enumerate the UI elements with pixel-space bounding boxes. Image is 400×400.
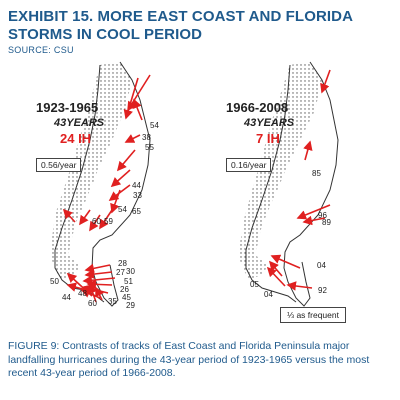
year-label: 30 [126,267,135,276]
figure-caption: FIGURE 9: Contrasts of tracks of East Co… [8,340,370,379]
right-coast-map [238,61,339,307]
track [116,149,136,172]
right-storm-tracks [266,69,331,291]
exhibit-title: EXHIBIT 15. MORE EAST COAST AND FLORIDA … [8,8,353,43]
year-label: 44 [62,293,71,302]
year-label: 38 [142,133,151,142]
year-label: 05 [250,280,259,289]
year-label: 45 [122,293,131,302]
year-label: 04 [264,290,273,299]
left-storm-tracks [62,74,151,303]
frequency-note-box: ⅓ as frequent [280,307,346,323]
year-label: 89 [322,218,331,227]
left-period-label: 1923-1965 [36,100,99,115]
track [266,266,286,287]
track [320,69,331,94]
track [303,140,313,161]
left-year-labels: 54 38 55 44 33 54 65 59 60 28 27 30 51 2… [50,121,159,310]
source-label: SOURCE: CSU [8,45,74,55]
track [86,279,113,290]
track [99,209,113,230]
year-label: 04 [317,261,326,270]
track [286,281,313,291]
year-label: 85 [312,169,321,178]
year-label: 26 [120,285,129,294]
year-label: 54 [150,121,159,130]
year-label: 35 [108,297,117,306]
left-rate-box: 0.56/year [36,158,82,172]
track [270,254,301,269]
year-label: 33 [133,191,142,200]
track [84,269,113,279]
year-label: 48 [78,289,87,298]
track [66,282,87,292]
right-years-label: 43YEARS [244,117,295,129]
right-coastline [245,61,339,307]
track [123,77,139,120]
track [132,98,143,121]
year-label: 28 [118,259,127,268]
track [268,260,283,277]
year-label: 50 [50,277,59,286]
header: EXHIBIT 15. MORE EAST COAST AND FLORIDA … [8,8,393,55]
left-years-label: 43YEARS [54,117,105,129]
year-label: 60 [92,217,101,226]
year-label: 51 [124,277,133,286]
year-label: 54 [118,205,127,214]
track [62,208,76,223]
track [110,169,131,188]
year-label: 65 [132,207,141,216]
track [95,286,104,301]
year-label: 59 [104,217,113,226]
year-label: 96 [318,211,327,220]
year-label: 29 [126,301,135,310]
track [79,209,91,226]
year-label: 92 [318,286,327,295]
track [127,74,151,112]
year-label: 27 [116,268,125,277]
track [89,214,101,232]
track [82,275,116,286]
right-ocean-region [238,62,322,280]
year-label: 60 [88,299,97,308]
year-label: 55 [145,143,154,152]
left-count-label: 24 IH [60,131,92,146]
track [66,272,93,297]
track [88,283,98,303]
track [84,263,111,274]
track [124,134,141,143]
track [108,184,131,201]
track [302,215,326,226]
right-count-label: 7 IH [256,131,280,146]
left-ocean-region [50,62,132,280]
right-period-label: 1966-2008 [226,100,289,115]
year-label: 44 [132,181,141,190]
right-year-labels: 85 96 89 04 05 04 92 [250,169,331,299]
right-rate-box: 0.16/year [226,158,272,172]
track [110,189,121,214]
